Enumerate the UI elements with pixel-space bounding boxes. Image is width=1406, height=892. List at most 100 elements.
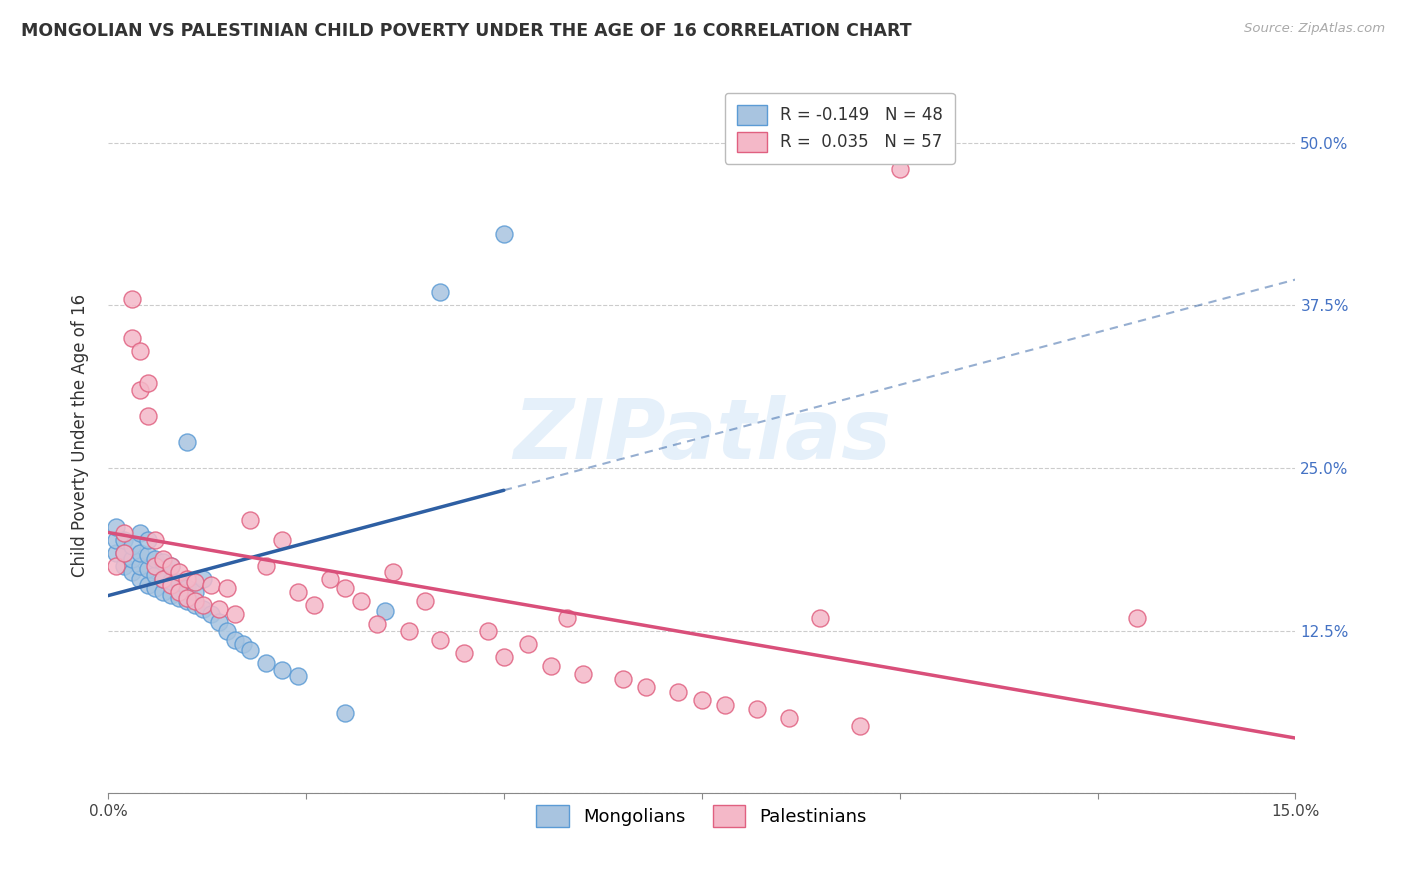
Point — [429, 285, 451, 300]
Point — [215, 624, 238, 638]
Point — [350, 593, 373, 607]
Point — [176, 591, 198, 606]
Point — [477, 624, 499, 638]
Point — [191, 598, 214, 612]
Point — [152, 555, 174, 569]
Y-axis label: Child Poverty Under the Age of 16: Child Poverty Under the Age of 16 — [72, 293, 89, 577]
Point — [232, 637, 254, 651]
Point — [572, 666, 595, 681]
Point — [555, 610, 578, 624]
Point — [167, 591, 190, 606]
Point — [176, 593, 198, 607]
Point — [104, 519, 127, 533]
Point — [318, 572, 340, 586]
Point — [382, 565, 405, 579]
Point — [104, 533, 127, 547]
Point — [145, 567, 167, 582]
Point — [121, 539, 143, 553]
Point — [287, 584, 309, 599]
Point — [747, 702, 769, 716]
Text: Source: ZipAtlas.com: Source: ZipAtlas.com — [1244, 22, 1385, 36]
Point — [778, 711, 800, 725]
Point — [112, 533, 135, 547]
Point — [239, 513, 262, 527]
Point — [374, 604, 396, 618]
Point — [184, 584, 207, 599]
Point — [121, 292, 143, 306]
Point — [136, 533, 159, 547]
Point — [145, 533, 167, 547]
Point — [128, 383, 150, 397]
Point — [128, 343, 150, 358]
Point — [160, 558, 183, 573]
Point — [136, 562, 159, 576]
Point — [176, 581, 198, 595]
Text: ZIPatlas: ZIPatlas — [513, 395, 890, 476]
Point — [271, 533, 294, 547]
Point — [208, 601, 231, 615]
Point — [112, 545, 135, 559]
Point — [287, 669, 309, 683]
Point — [152, 572, 174, 586]
Point — [184, 598, 207, 612]
Point — [540, 658, 562, 673]
Point — [453, 646, 475, 660]
Point — [191, 572, 214, 586]
Point — [167, 584, 190, 599]
Point — [398, 624, 420, 638]
Point — [145, 552, 167, 566]
Point — [335, 706, 357, 720]
Point — [849, 719, 872, 733]
Point — [112, 558, 135, 573]
Point — [254, 558, 277, 573]
Point — [160, 574, 183, 589]
Point — [184, 593, 207, 607]
Point — [104, 545, 127, 559]
Point — [302, 598, 325, 612]
Point — [121, 552, 143, 566]
Point — [224, 607, 246, 621]
Point — [666, 685, 689, 699]
Point — [413, 593, 436, 607]
Point — [184, 575, 207, 590]
Point — [176, 434, 198, 449]
Text: MONGOLIAN VS PALESTINIAN CHILD POVERTY UNDER THE AGE OF 16 CORRELATION CHART: MONGOLIAN VS PALESTINIAN CHILD POVERTY U… — [21, 22, 911, 40]
Point — [136, 409, 159, 423]
Point — [200, 607, 222, 621]
Point — [612, 672, 634, 686]
Point — [271, 663, 294, 677]
Point — [128, 572, 150, 586]
Point — [636, 680, 658, 694]
Point — [200, 578, 222, 592]
Point — [136, 548, 159, 562]
Point — [152, 584, 174, 599]
Point — [208, 615, 231, 629]
Point — [145, 558, 167, 573]
Point — [239, 643, 262, 657]
Point — [366, 617, 388, 632]
Point — [167, 565, 190, 579]
Point — [167, 575, 190, 590]
Point — [128, 558, 150, 573]
Point — [112, 545, 135, 559]
Point — [160, 558, 183, 573]
Point — [224, 632, 246, 647]
Point — [191, 601, 214, 615]
Point — [492, 649, 515, 664]
Point — [160, 578, 183, 592]
Point — [690, 692, 713, 706]
Point — [254, 656, 277, 670]
Point — [145, 581, 167, 595]
Point — [810, 610, 832, 624]
Point — [160, 589, 183, 603]
Point — [492, 227, 515, 241]
Point — [176, 572, 198, 586]
Point — [516, 637, 538, 651]
Point — [714, 698, 737, 712]
Point — [121, 565, 143, 579]
Point — [889, 161, 911, 176]
Point — [136, 578, 159, 592]
Point — [429, 632, 451, 647]
Point — [152, 572, 174, 586]
Point — [152, 552, 174, 566]
